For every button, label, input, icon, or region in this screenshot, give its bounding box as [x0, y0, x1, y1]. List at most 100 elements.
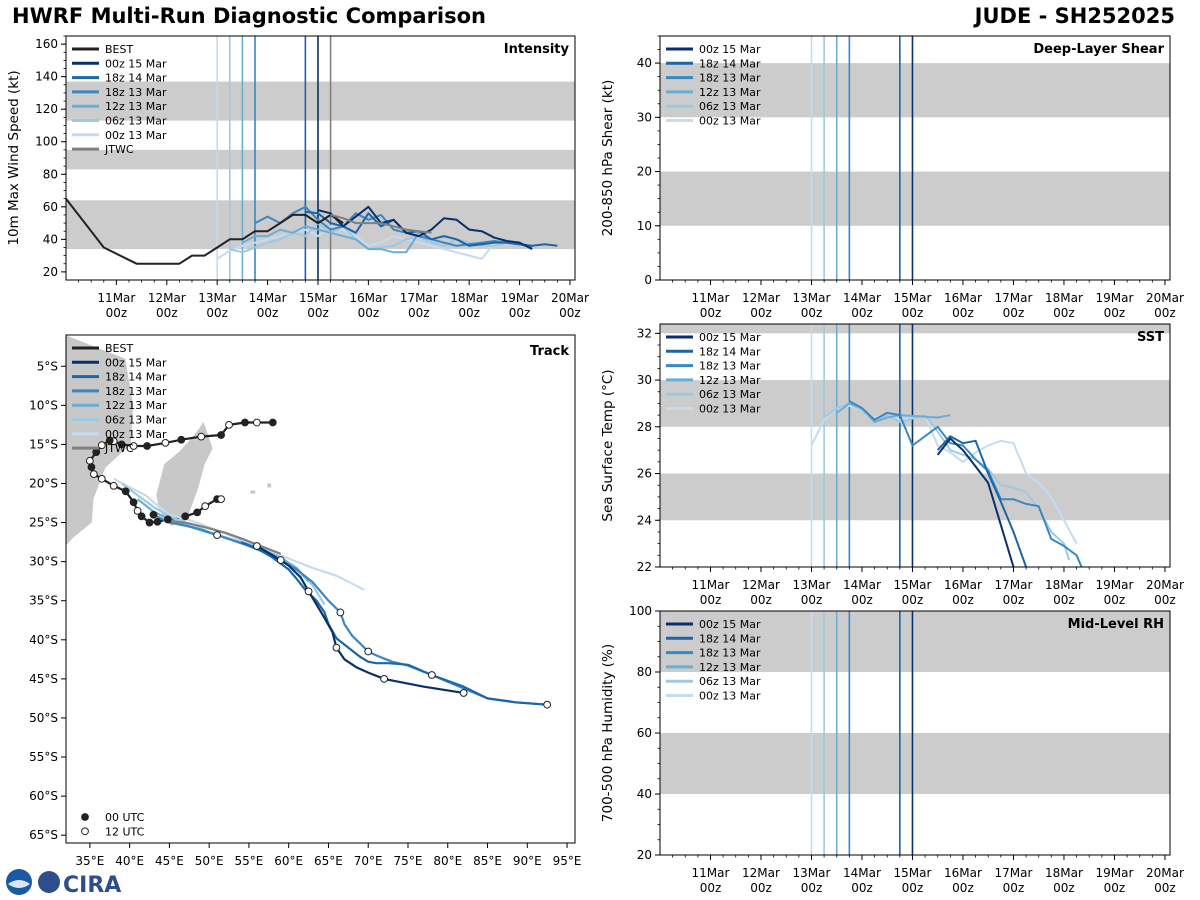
- rh-xtick-label: 16Mar: [944, 866, 982, 880]
- rh-xtick-sublabel: 00z: [1053, 881, 1075, 895]
- track-marker-BEST: [137, 512, 146, 521]
- track-JTWC: [165, 519, 282, 555]
- track-marker-18z-13-Mar: [149, 510, 158, 519]
- sst-legend-label: 12z 13 Mar: [699, 374, 761, 387]
- shear-ytick-label: 30: [637, 110, 652, 124]
- track-marker-18z-13-Mar: [213, 531, 222, 539]
- track-marker-BEST: [217, 431, 225, 439]
- track-marker-BEST: [97, 474, 106, 483]
- cira-logo: CIRA: [6, 869, 121, 898]
- rh-panel-title: Mid-Level RH: [1068, 617, 1164, 632]
- rh-xtick-sublabel: 00z: [750, 881, 772, 895]
- track-marker-BEST: [193, 508, 202, 517]
- track-marker-18z-13-Mar: [543, 700, 552, 709]
- track-legend-label: 00z 13 Mar: [105, 428, 167, 441]
- track-legend-label: 18z 14 Mar: [105, 371, 167, 384]
- rh-xtick-label: 18Mar: [1045, 866, 1083, 880]
- sst-band-0: [660, 473, 1170, 521]
- track-marker-18z-13-Mar: [427, 671, 436, 679]
- logo-text: CIRA: [63, 873, 121, 898]
- shear-xtick-label: 20Mar: [1146, 291, 1184, 305]
- track-legend-label: 18z 13 Mar: [105, 385, 167, 398]
- shear-band-0: [660, 171, 1170, 226]
- track-marker-BEST: [181, 512, 190, 521]
- track-xtick-label: 70°E: [354, 854, 383, 868]
- intensity-band-2: [66, 81, 575, 121]
- intensity-ytick-label: 60: [43, 200, 58, 214]
- track-xtick-label: 55°E: [234, 854, 263, 868]
- shear-xtick-label: 15Mar: [894, 291, 932, 305]
- sst-legend-label: 18z 14 Mar: [699, 345, 761, 358]
- intensity-series-00z-13-Mar: [216, 225, 496, 260]
- track-plot-area: [66, 335, 552, 709]
- track-ytick-label: 35°S: [29, 594, 58, 608]
- sst-ytick-label: 30: [637, 373, 652, 387]
- intensity-series-BEST: [66, 198, 344, 265]
- intensity-ytick-label: 40: [43, 232, 58, 246]
- rh-legend-label: 18z 14 Mar: [699, 632, 761, 645]
- shear-xtick-label: 12Mar: [742, 291, 780, 305]
- track-00z-13-Mar: [113, 477, 365, 591]
- intensity-xtick-label: 18Mar: [450, 291, 488, 305]
- sst-xtick-label: 20Mar: [1146, 578, 1184, 592]
- sst-xtick-label: 13Mar: [793, 578, 831, 592]
- intensity-ytick-label: 20: [43, 265, 58, 279]
- track-marker-BEST: [129, 442, 138, 450]
- track-ytick-label: 5°S: [37, 359, 58, 373]
- rh-ytick-label: 80: [637, 665, 652, 679]
- track-marker-BEST: [109, 481, 118, 490]
- rh-ylabel: 700-500 hPa Humidity (%): [600, 644, 616, 822]
- track-ytick-label: 45°S: [29, 672, 58, 686]
- rh-xtick-label: 13Mar: [793, 866, 831, 880]
- rh-xtick-sublabel: 00z: [1104, 881, 1126, 895]
- intensity-xtick-sublabel: 00z: [257, 306, 279, 320]
- mauritius-island: [267, 483, 272, 488]
- intensity-xtick-label: 20Mar: [551, 291, 589, 305]
- intensity-legend-label: 06z 13 Mar: [105, 115, 167, 128]
- track-ytick-label: 55°S: [29, 750, 58, 764]
- track-marker-BEST: [143, 442, 152, 450]
- track-legend-label: 06z 13 Mar: [105, 414, 167, 427]
- track-xtick-label: 45°E: [155, 854, 184, 868]
- intensity-series-12z-13-Mar: [241, 225, 420, 254]
- shear-xtick-sublabel: 00z: [1104, 306, 1126, 320]
- intensity-ytick-label: 120: [35, 102, 58, 116]
- shear-ylabel: 200-850 hPa Shear (kt): [600, 80, 616, 237]
- intensity-xtick-sublabel: 00z: [559, 306, 581, 320]
- sst-ylabel: Sea Surface Temp (°C): [600, 369, 616, 521]
- rh-legend-label: 12z 13 Mar: [699, 661, 761, 674]
- track-ytick-label: 20°S: [29, 476, 58, 490]
- sst-xtick-label: 16Mar: [944, 578, 982, 592]
- sst-xtick-label: 15Mar: [894, 578, 932, 592]
- rh-band-1: [660, 611, 1170, 672]
- track-legend-label: BEST: [105, 342, 133, 355]
- track-18z-14-Mar: [240, 541, 548, 706]
- intensity-xtick-label: 14Mar: [249, 291, 287, 305]
- intensity-xtick-label: 19Mar: [501, 291, 539, 305]
- shear-xtick-sublabel: 00z: [902, 306, 924, 320]
- track-marker-legend-filled: [81, 813, 89, 821]
- track-marker-BEST: [121, 487, 130, 496]
- track-marker-BEST: [153, 517, 162, 526]
- intensity-xtick-label: 15Mar: [299, 291, 337, 305]
- rh-xtick-label: 20Mar: [1146, 866, 1184, 880]
- rh-xtick-label: 17Mar: [995, 866, 1033, 880]
- intensity-xtick-sublabel: 00z: [307, 306, 329, 320]
- shear-xtick-sublabel: 00z: [952, 306, 974, 320]
- rh-legend-label: 00z 15 Mar: [699, 618, 761, 631]
- track-marker-18z-13-Mar: [336, 608, 345, 617]
- track-marker-legend-open: [81, 827, 89, 836]
- track-ytick-label: 60°S: [29, 789, 58, 803]
- shear-legend-label: 06z 13 Mar: [699, 100, 761, 113]
- sst-xtick-label: 12Mar: [742, 578, 780, 592]
- track-marker-BEST: [92, 448, 101, 457]
- track-legend-label: 00z 15 Mar: [105, 356, 167, 369]
- sst-band-1: [660, 380, 1170, 427]
- track-ytick-label: 15°S: [29, 437, 58, 451]
- shear-xtick-sublabel: 00z: [750, 306, 772, 320]
- intensity-legend-label: 12z 13 Mar: [105, 100, 167, 113]
- sst-xtick-label: 17Mar: [995, 578, 1033, 592]
- sst-xtick-sublabel: 00z: [1053, 593, 1075, 607]
- sst-xtick-sublabel: 00z: [851, 593, 873, 607]
- sst-ytick-label: 28: [637, 420, 652, 434]
